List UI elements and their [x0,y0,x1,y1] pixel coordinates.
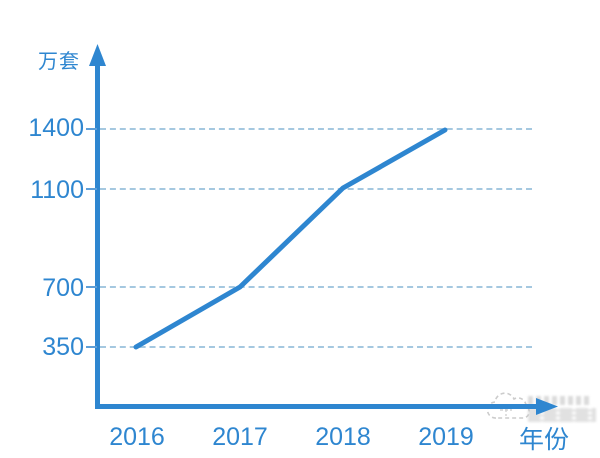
gridline-350 [100,346,532,348]
xtick-label-2018: 2018 [315,423,371,451]
ytick-label-1100: 1100 [30,176,84,204]
ytick-label-1400: 1400 [28,114,84,142]
ytick-mark-700 [86,286,97,288]
gridline-1400 [100,128,532,130]
watermark-text-blur [528,396,592,405]
ytick-label-700: 700 [42,274,84,302]
x-axis-arrow-icon [536,398,558,415]
gridline-700 [100,286,532,288]
ytick-label-350: 350 [42,333,84,361]
xtick-label-2019: 2019 [418,423,474,451]
y-axis-title: 万套 [38,51,80,73]
xtick-label-2016: 2016 [109,423,165,451]
xtick-label-2017: 2017 [212,423,268,451]
data-line [133,127,448,350]
y-axis-arrow-icon [89,44,106,66]
ytick-mark-1100 [86,188,97,190]
gridline-1100 [100,188,532,190]
ytick-mark-1400 [86,128,97,130]
x-axis-title: 年份 [519,426,570,454]
ytick-mark-350 [86,346,97,348]
